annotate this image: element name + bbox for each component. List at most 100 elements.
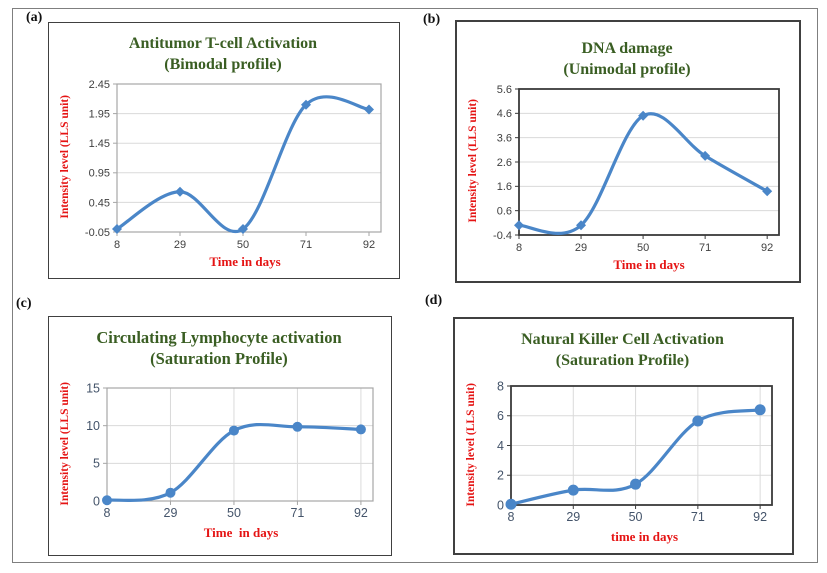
circle-marker: [630, 478, 642, 490]
chart-title-a-line1: Antitumor T-cell Activation: [128, 35, 318, 52]
y-tick-label: 0.45: [89, 197, 110, 209]
gridlines: [117, 83, 381, 233]
plot-border: [106, 387, 374, 502]
gridlines: [107, 387, 373, 502]
diamond-marker: [638, 110, 649, 121]
tick-marks: [113, 83, 370, 236]
x-tick-label: 92: [363, 239, 375, 251]
x-tick-labels: 8 29 50 71 92: [508, 510, 768, 524]
x-tick-label: 71: [290, 506, 304, 520]
x-tick-labels: 8 29 50 71 92: [104, 506, 368, 520]
circle-marker: [754, 404, 766, 416]
diamond-marker: [301, 99, 311, 110]
x-tick-label: 8: [508, 510, 515, 524]
x-tick-label: 50: [629, 510, 643, 524]
chart-title-c-line2: (Saturation Profile): [150, 349, 288, 368]
chart-title-a: Antitumor T-cell Activation (Bimodal pro…: [55, 33, 391, 75]
y-tick-label: -0.4: [493, 230, 512, 242]
circle-marker: [355, 424, 366, 435]
y-axis-label-wrap-c: Intensity level (LLS unit): [55, 382, 75, 525]
x-tick-label: 29: [575, 242, 587, 254]
chart-area-c: Intensity level (LLS unit) 0 5 10 15 8 29 50 71…: [55, 381, 383, 525]
data-series-line: [115, 95, 371, 234]
x-tick-label: 71: [699, 242, 711, 254]
circle-marker: [567, 484, 579, 496]
panel-label-b: (b): [423, 12, 441, 27]
x-tick-label: 29: [164, 506, 178, 520]
chart-title-c: Circulating Lymphocyte activation (Satur…: [55, 327, 383, 369]
panel-d: Natural Killer Cell Activation (Saturati…: [453, 317, 794, 555]
panel-label-a: (a): [26, 10, 43, 25]
x-axis-label-d: time in days: [610, 529, 679, 544]
y-tick-label: 0: [93, 494, 100, 508]
diamond-marker: [364, 104, 374, 115]
panel-a: Antitumor T-cell Activation (Bimodal pro…: [48, 22, 400, 279]
y-tick-label: 2.6: [497, 157, 512, 169]
x-axis-label-a: Time in days: [209, 254, 281, 269]
chart-title-b-line1: DNA damage: [581, 40, 673, 57]
x-tick-label: 8: [114, 239, 120, 251]
y-tick-label: -0.05: [85, 227, 110, 239]
y-tick-label: 3.6: [497, 133, 512, 145]
diamond-marker: [238, 224, 248, 235]
y-tick-label: 1.95: [89, 108, 110, 120]
chart-title-a-line2: (Bimodal profile): [164, 56, 282, 73]
chart-title-d-line2: (Saturation Profile): [555, 352, 690, 369]
x-tick-labels: 8 29 50 71 92: [114, 239, 375, 251]
chart-title-d: Natural Killer Cell Activation (Saturati…: [461, 329, 784, 371]
tick-marks: [507, 385, 761, 509]
panel-label-d: (d): [425, 293, 443, 308]
y-axis-label-d: Intensity level (LLS unit): [465, 383, 477, 507]
y-tick-labels: -0.4 0.6 1.6 2.6 3.6 4.6 5.6: [493, 84, 512, 242]
x-tick-label: 29: [174, 239, 186, 251]
circle-marker: [165, 487, 176, 498]
circle-marker: [692, 415, 704, 427]
x-tick-label: 50: [227, 506, 241, 520]
diamond-marker: [112, 224, 122, 235]
y-tick-label: 0: [497, 498, 504, 512]
chart-title-b-line2: (Unimodal profile): [563, 61, 691, 78]
y-tick-labels: 0 2 4 6 8: [497, 379, 504, 512]
plot-b: -0.4 0.6 1.6 2.6 3.6 4.6 5.6 8 29 50 71 92: [493, 84, 780, 254]
x-axis-label-c: Time in days: [203, 525, 279, 540]
tick-marks: [515, 88, 768, 239]
y-tick-label: 4.6: [497, 108, 512, 120]
data-point-markers: [514, 110, 773, 231]
y-tick-label: 10: [86, 419, 100, 433]
x-tick-labels: 8 29 50 71 92: [516, 242, 773, 254]
tick-marks: [103, 387, 362, 505]
y-tick-label: 0.6: [497, 206, 512, 218]
y-axis-label-b: Intensity level (LLS unit): [467, 98, 479, 223]
y-tick-label: 6: [497, 409, 504, 423]
circle-marker: [292, 421, 303, 432]
plot-border: [116, 83, 382, 233]
x-tick-label: 92: [761, 242, 773, 254]
x-tick-label: 50: [237, 239, 249, 251]
x-tick-label: 8: [104, 506, 111, 520]
y-tick-labels: 0 5 10 15: [86, 381, 100, 508]
x-tick-label: 29: [566, 510, 580, 524]
diamond-marker: [514, 220, 524, 231]
circle-marker: [102, 495, 112, 506]
plot-a: -0.05 0.45 0.95 1.45 1.95 2.45 8 29 50 71 92: [85, 79, 382, 251]
y-tick-label: 1.45: [89, 138, 110, 150]
chart-title-b: DNA damage (Unimodal profile): [463, 38, 791, 80]
x-tick-label: 71: [691, 510, 705, 524]
y-tick-labels: -0.05 0.45 0.95 1.45 1.95 2.45: [85, 79, 110, 239]
plot-d: 0 2 4 6 8 8 29 50 71 92: [497, 379, 773, 524]
x-tick-label: 92: [753, 510, 767, 524]
data-point-markers: [505, 404, 766, 510]
data-point-markers: [112, 99, 374, 235]
y-tick-label: 8: [497, 379, 504, 393]
data-series-line: [517, 112, 769, 235]
panel-c: Circulating Lymphocyte activation (Satur…: [48, 316, 392, 556]
plot-c: 0 5 10 15 8 29 50 71 92: [86, 381, 374, 520]
x-tick-label: 92: [354, 506, 368, 520]
y-axis-label-wrap-a: Intensity level (LLS unit): [55, 79, 75, 254]
diamond-marker: [576, 220, 587, 231]
y-tick-label: 2: [497, 469, 504, 483]
y-axis-label-a: Intensity level (LLS unit): [59, 94, 71, 219]
x-tick-label: 8: [516, 242, 522, 254]
x-axis-label-b: Time in days: [613, 257, 685, 272]
